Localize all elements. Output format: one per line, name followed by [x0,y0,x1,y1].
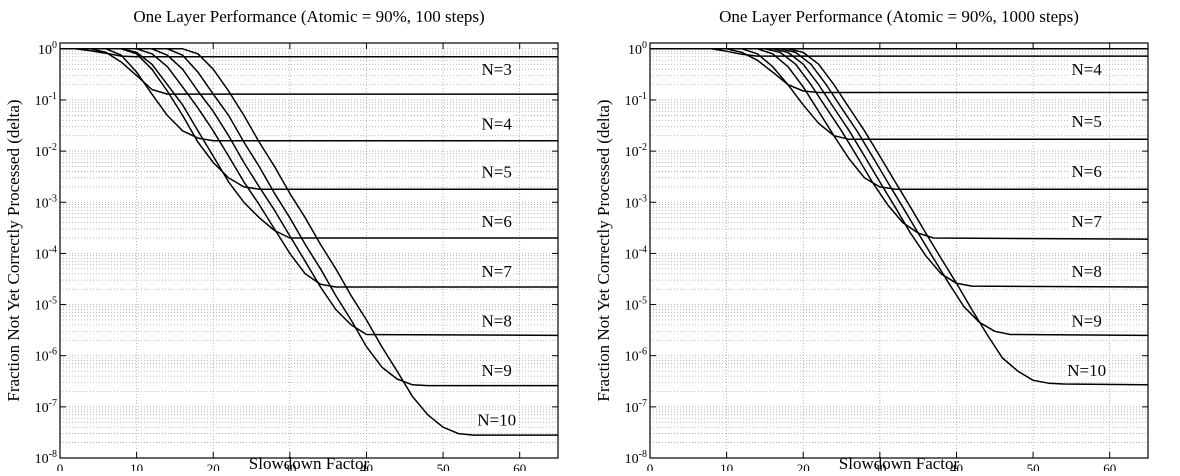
y-tick-label: 10-4 [625,244,647,262]
x-tick-label: 0 [647,461,654,471]
plot-frame [59,42,559,459]
series-line-N9 [60,48,559,337]
series-line-N8 [650,48,1149,288]
x-tick-label: 60 [1103,461,1116,471]
annotation-label: N=9 [482,361,512,380]
annotation-bg [480,311,514,330]
chart-left: One Layer Performance (Atomic = 90%, 100… [4,7,559,476]
series-annotations: N=4 N=5 N=6 N=7 N=8 N=9 N=10 [1065,60,1108,380]
annotation-label: N=4 [482,115,513,134]
annotation-bg [1070,161,1104,180]
series-line-N4 [650,48,1148,94]
annotation-bg [1070,261,1104,280]
annotation-bg [480,360,514,379]
annotation-label: N=7 [1072,212,1103,231]
x-tick-label: 20 [207,461,220,471]
y-tick-label: 10-4 [35,244,57,262]
x-tick-label: 20 [797,461,810,471]
annotation-label: N=6 [1072,162,1102,181]
x-tick-label: 10 [130,461,143,471]
annotation-bg [1070,60,1104,79]
annotation-label: N=6 [482,212,512,231]
y-axis-label: Fraction Not Yet Correctly Processed (de… [594,99,613,401]
annotation-label: N=10 [477,410,516,429]
x-axis-label: Slowdown Factor [249,454,370,471]
y-tick-label: 10-5 [35,296,57,314]
x-axis-label: Slowdown Factor [839,454,960,471]
annotation-bg [1070,211,1104,230]
y-tick-label: 100 [38,40,57,58]
y-tick-label: 10-6 [35,347,57,365]
y-tick-label: 10-3 [625,193,647,211]
series-line-N10 [650,48,1149,386]
annotation-label: N=9 [1072,311,1102,330]
annotation-bg [480,162,514,181]
y-axis-label: Fraction Not Yet Correctly Processed (de… [4,99,23,401]
chart-right: One Layer Performance (Atomic = 90%, 100… [594,7,1149,476]
y-tick-label: 10-6 [625,347,647,365]
y-tick-label: 10-8 [35,449,57,467]
series-line-N7 [60,48,558,239]
y-tick-label: 10-8 [625,449,647,467]
y-tick-label: 10-2 [35,142,57,160]
annotation-label: N=4 [1072,60,1103,79]
annotation-bg [1070,311,1104,330]
series-line-N6 [60,48,558,190]
series-line-N5 [650,48,1148,141]
x-tick-label: 10 [720,461,733,471]
series-line-unlabeled-1 [650,48,1148,57]
chart-title: One Layer Performance (Atomic = 90%, 100… [133,7,484,26]
series-annotations: N=3 N=4 N=5 N=6 N=7 N=8 N=9 N=10 [475,60,518,429]
grid-lines [650,43,1148,458]
y-tick-label: 10-1 [625,91,647,109]
annotation-bg [480,211,514,230]
annotation-label: N=8 [482,311,512,330]
annotation-bg [475,410,518,429]
annotation-label: N=7 [482,262,513,281]
series-lines [60,48,559,436]
x-tick-label: 60 [513,461,526,471]
series-line-unlabeled-8 [60,48,558,436]
y-tick-label: 10-3 [35,193,57,211]
annotation-bg [1065,360,1108,379]
annotation-bg [480,261,514,280]
annotation-label: N=3 [482,60,512,79]
plot-frame [649,42,1149,459]
annotation-label: N=5 [1072,112,1102,131]
series-lines [650,48,1149,386]
y-tick-label: 10-1 [35,91,57,109]
y-tick-label: 100 [628,40,647,58]
y-tick-label: 10-2 [625,142,647,160]
series-line-N10 [60,48,558,387]
chart-title: One Layer Performance (Atomic = 90%, 100… [719,7,1079,26]
x-tick-label: 50 [1027,461,1040,471]
annotation-label: N=5 [482,162,512,181]
annotation-label: N=8 [1072,262,1102,281]
annotation-bg [480,114,514,133]
annotation-bg [480,60,514,79]
annotation-bg [1070,111,1104,130]
y-tick-label: 10-7 [35,398,57,416]
annotation-label: N=10 [1067,361,1106,380]
x-tick-label: 50 [437,461,450,471]
series-line-N5 [60,48,558,142]
series-line-N7 [650,48,1149,240]
chart-panel-left: One Layer Performance (Atomic = 90%, 100… [0,0,590,476]
x-tick-label: 0 [57,461,64,471]
series-line-N8 [60,48,558,288]
chart-panel-right: One Layer Performance (Atomic = 90%, 100… [590,0,1180,476]
series-line-N9 [650,48,1149,337]
y-tick-label: 10-5 [625,296,647,314]
y-tick-label: 10-7 [625,398,647,416]
